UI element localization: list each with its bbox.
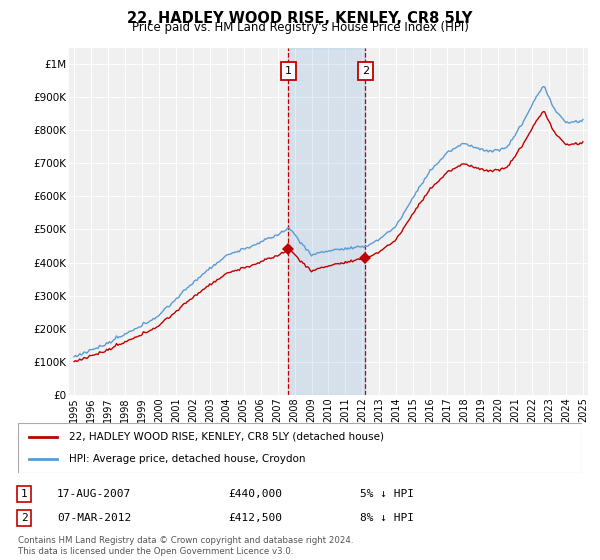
Text: 2: 2 xyxy=(20,513,28,523)
Text: Contains HM Land Registry data © Crown copyright and database right 2024.
This d: Contains HM Land Registry data © Crown c… xyxy=(18,536,353,556)
Text: 2: 2 xyxy=(362,66,369,76)
Text: 07-MAR-2012: 07-MAR-2012 xyxy=(57,513,131,523)
Text: 8% ↓ HPI: 8% ↓ HPI xyxy=(360,513,414,523)
Text: 5% ↓ HPI: 5% ↓ HPI xyxy=(360,489,414,499)
Text: 1: 1 xyxy=(20,489,28,499)
Text: Price paid vs. HM Land Registry's House Price Index (HPI): Price paid vs. HM Land Registry's House … xyxy=(131,21,469,34)
Text: HPI: Average price, detached house, Croydon: HPI: Average price, detached house, Croy… xyxy=(69,454,305,464)
Text: £412,500: £412,500 xyxy=(228,513,282,523)
Text: 22, HADLEY WOOD RISE, KENLEY, CR8 5LY: 22, HADLEY WOOD RISE, KENLEY, CR8 5LY xyxy=(127,11,473,26)
Text: £440,000: £440,000 xyxy=(228,489,282,499)
Text: 1: 1 xyxy=(285,66,292,76)
Bar xyxy=(289,48,365,395)
Text: 17-AUG-2007: 17-AUG-2007 xyxy=(57,489,131,499)
FancyBboxPatch shape xyxy=(18,423,582,473)
Text: 22, HADLEY WOOD RISE, KENLEY, CR8 5LY (detached house): 22, HADLEY WOOD RISE, KENLEY, CR8 5LY (d… xyxy=(69,432,384,442)
